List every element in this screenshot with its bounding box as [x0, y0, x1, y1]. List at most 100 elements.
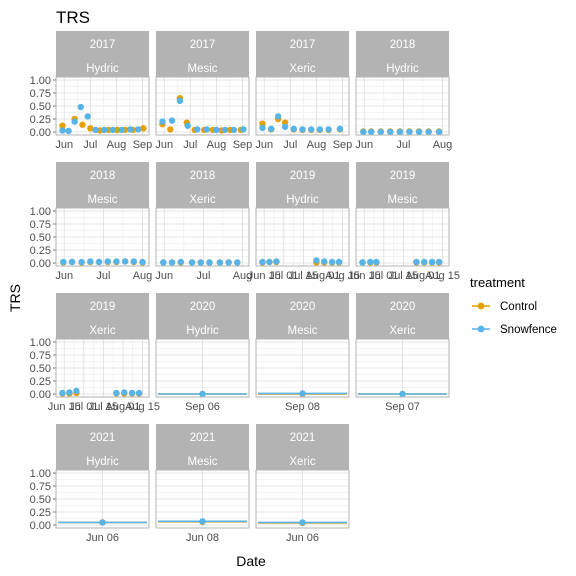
series-snowfence [158, 518, 247, 525]
series-snowfence [158, 390, 247, 398]
panel-2020-mesic: 2020 Mesic Sep 08 [255, 293, 350, 413]
y-tick-label: 1.00 [30, 337, 51, 349]
y-tick-label: 0.75 [30, 350, 51, 362]
panel-2018-xeric: 2018 Xeric Jun Jul Aug [155, 162, 252, 282]
strip-year-label: 2021 [290, 432, 316, 444]
data-point [321, 258, 328, 265]
strip-background [56, 293, 149, 339]
data-point [367, 258, 374, 266]
data-point [121, 389, 128, 396]
data-point [168, 117, 176, 124]
strip-site-label: Xeric [89, 325, 115, 337]
legend-label: Control [500, 301, 537, 313]
data-point [396, 128, 404, 136]
panel-2021-xeric: 2021 Xeric Jun 06 [255, 424, 350, 544]
x-tick-label: Jul [96, 270, 110, 282]
strip-site-label: Mesic [287, 325, 317, 337]
data-point [87, 125, 94, 132]
x-tick-label: Jun [55, 139, 73, 151]
strip-background [156, 31, 249, 77]
strip-year-label: 2021 [90, 432, 116, 444]
panel-2017-xeric: 2017 Xeric Jun Jul Aug Sep [255, 31, 352, 151]
panel-border [55, 469, 150, 529]
x-tick-label: Sep 08 [285, 401, 320, 413]
panel-2020-hydric: 2020 Hydric Sep 06 [155, 293, 250, 413]
legend-key-point [477, 302, 485, 310]
y-tick-label: 0.25 [30, 376, 51, 388]
strip-year-label: 2020 [190, 301, 216, 313]
panel-border [155, 76, 250, 136]
data-point [99, 519, 106, 526]
gridlines [356, 208, 449, 266]
panel-2018-hydric: 2018 Hydric Jun Jul Aug [355, 31, 452, 151]
data-point [328, 258, 336, 266]
data-point [399, 390, 406, 398]
series-snowfence [359, 258, 443, 266]
y-tick-label: 0.50 [30, 494, 51, 506]
strip-background [256, 424, 349, 470]
x-tick-label: Jun [55, 270, 73, 282]
data-point [435, 128, 443, 136]
strip-background [56, 162, 149, 208]
x-axis-label: Date [236, 553, 266, 569]
data-point [139, 258, 146, 266]
x-tick-label: Aug 01 [106, 401, 141, 413]
strip-year-label: 2018 [90, 170, 116, 182]
gridlines [356, 339, 449, 397]
x-tick-label: Jul [283, 139, 297, 151]
y-tick-label: 0.75 [30, 219, 51, 231]
data-point [127, 126, 134, 133]
data-point [113, 389, 120, 397]
y-tick-label: 0.25 [30, 114, 51, 126]
data-point [359, 259, 366, 266]
data-point [415, 128, 423, 136]
data-point [335, 258, 343, 266]
data-point [84, 113, 91, 120]
strip-site-label: Hydric [86, 63, 119, 75]
strip-site-label: Hydric [286, 194, 319, 206]
y-tick-label: 0.50 [30, 101, 51, 113]
data-point [65, 127, 72, 135]
data-point [68, 258, 76, 266]
data-point [230, 126, 238, 134]
panel-2020-xeric: 2020 Xeric Sep 07 [355, 293, 450, 413]
strip-site-label: Mesic [187, 63, 217, 75]
data-point [425, 128, 432, 136]
data-point [78, 258, 85, 266]
data-point [194, 126, 201, 133]
x-tick-label: Sep 07 [385, 401, 420, 413]
x-tick-label: Jun 06 [286, 532, 319, 544]
x-tick-label: Jun 15 [248, 270, 281, 282]
series-snowfence [360, 128, 443, 136]
x-tick-label: Jul [396, 139, 410, 151]
y-tick-label: 1.00 [30, 468, 51, 480]
legend: treatment Control Snowfence [470, 275, 557, 336]
data-point [188, 259, 196, 266]
y-tick-label: 0.75 [30, 88, 51, 100]
panel-border [355, 207, 450, 267]
data-point [104, 258, 111, 265]
panel-2021-hydric: 2021 Hydric 0.000.250.500.751.00 Jun 06 [30, 424, 150, 544]
strip-site-label: Xeric [289, 456, 315, 468]
legend-title: treatment [470, 275, 525, 290]
data-point [77, 103, 84, 111]
x-tick-label: Sep 06 [185, 401, 220, 413]
series-snowfence [258, 519, 347, 526]
data-point [128, 389, 136, 397]
x-tick-label: Aug [133, 270, 153, 282]
strip-site-label: Hydric [186, 325, 219, 337]
panel-border [255, 76, 350, 136]
strip-site-label: Hydric [86, 456, 119, 468]
data-point [87, 258, 94, 265]
data-point [313, 257, 320, 264]
x-tick-label: Jun [155, 139, 173, 151]
data-point [199, 518, 206, 525]
gridlines [56, 470, 149, 528]
panel-2017-hydric: 2017 Hydric 0.000.250.500.751.00 Jun Jul Aug S… [30, 31, 152, 151]
panel-border [155, 207, 250, 267]
data-point [299, 519, 306, 526]
panel-border [55, 76, 150, 136]
series-snowfence [59, 103, 142, 135]
data-point [373, 258, 380, 266]
